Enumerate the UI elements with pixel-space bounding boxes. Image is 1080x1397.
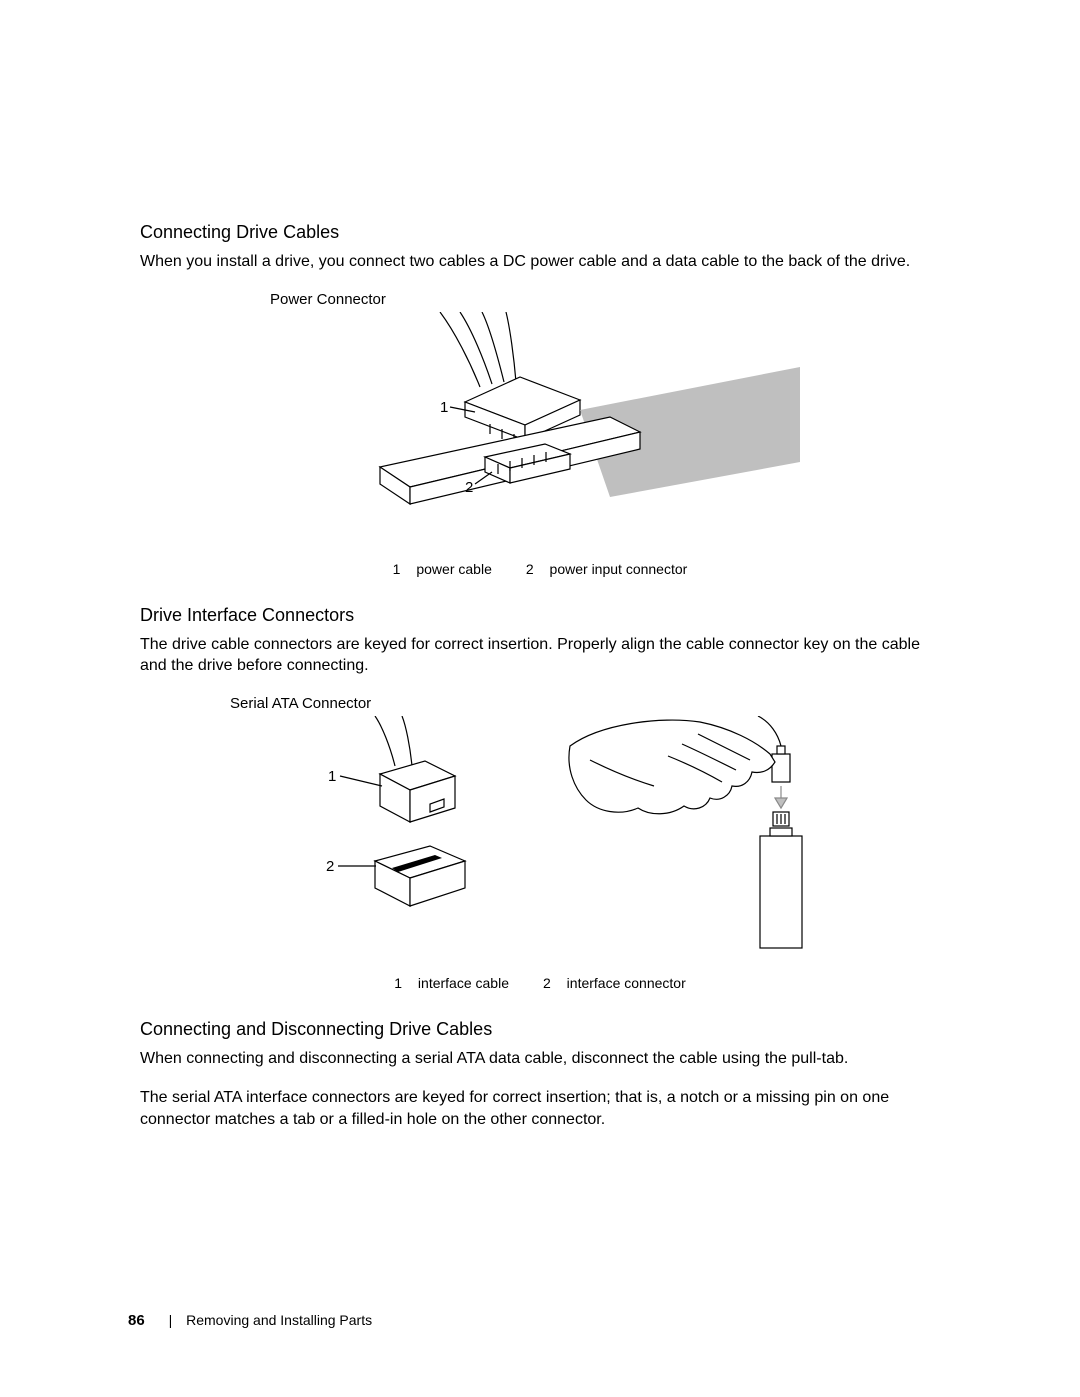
legend-label: interface cable [418, 975, 509, 991]
body-connecting-drive-cables: When you install a drive, you connect tw… [140, 251, 940, 273]
legend-label: power input connector [550, 561, 688, 577]
callout-2: 2 [465, 479, 473, 496]
legend-num: 1 [394, 975, 402, 991]
figure-sata-connector: 1 2 [140, 716, 940, 961]
callout-2: 2 [326, 858, 334, 875]
legend-item: 1 power cable [393, 561, 492, 577]
figure-power-connector: 1 2 [140, 312, 940, 547]
legend-num: 2 [543, 975, 551, 991]
callout-1: 1 [328, 768, 336, 785]
legend-num: 1 [393, 561, 401, 577]
legend-num: 2 [526, 561, 534, 577]
body-connecting-disconnecting-p1: When connecting and disconnecting a seri… [140, 1048, 940, 1070]
legend-item: 2 interface connector [543, 975, 686, 991]
page-number: 86 [128, 1312, 145, 1329]
legend-item: 2 power input connector [526, 561, 687, 577]
heading-drive-interface-connectors: Drive Interface Connectors [140, 605, 940, 626]
heading-connecting-drive-cables: Connecting Drive Cables [140, 222, 940, 243]
page: Connecting Drive Cables When you install… [0, 0, 1080, 1397]
heading-connecting-disconnecting: Connecting and Disconnecting Drive Cable… [140, 1019, 940, 1040]
legend-label: interface connector [567, 975, 686, 991]
legend-power: 1 power cable 2 power input connector [140, 561, 940, 577]
figure-power-caption: Power Connector [270, 291, 940, 308]
body-drive-interface-connectors: The drive cable connectors are keyed for… [140, 634, 940, 677]
content-area: Connecting Drive Cables When you install… [140, 222, 940, 1149]
body-connecting-disconnecting-p2: The serial ATA interface connectors are … [140, 1087, 940, 1130]
page-footer: 86 | Removing and Installing Parts [128, 1312, 372, 1329]
figure-sata-caption: Serial ATA Connector [230, 695, 940, 712]
callout-1: 1 [440, 399, 448, 416]
footer-separator: | [169, 1312, 173, 1328]
legend-item: 1 interface cable [394, 975, 509, 991]
legend-label: power cable [416, 561, 492, 577]
legend-sata: 1 interface cable 2 interface connector [140, 975, 940, 991]
footer-section-title: Removing and Installing Parts [186, 1312, 372, 1328]
